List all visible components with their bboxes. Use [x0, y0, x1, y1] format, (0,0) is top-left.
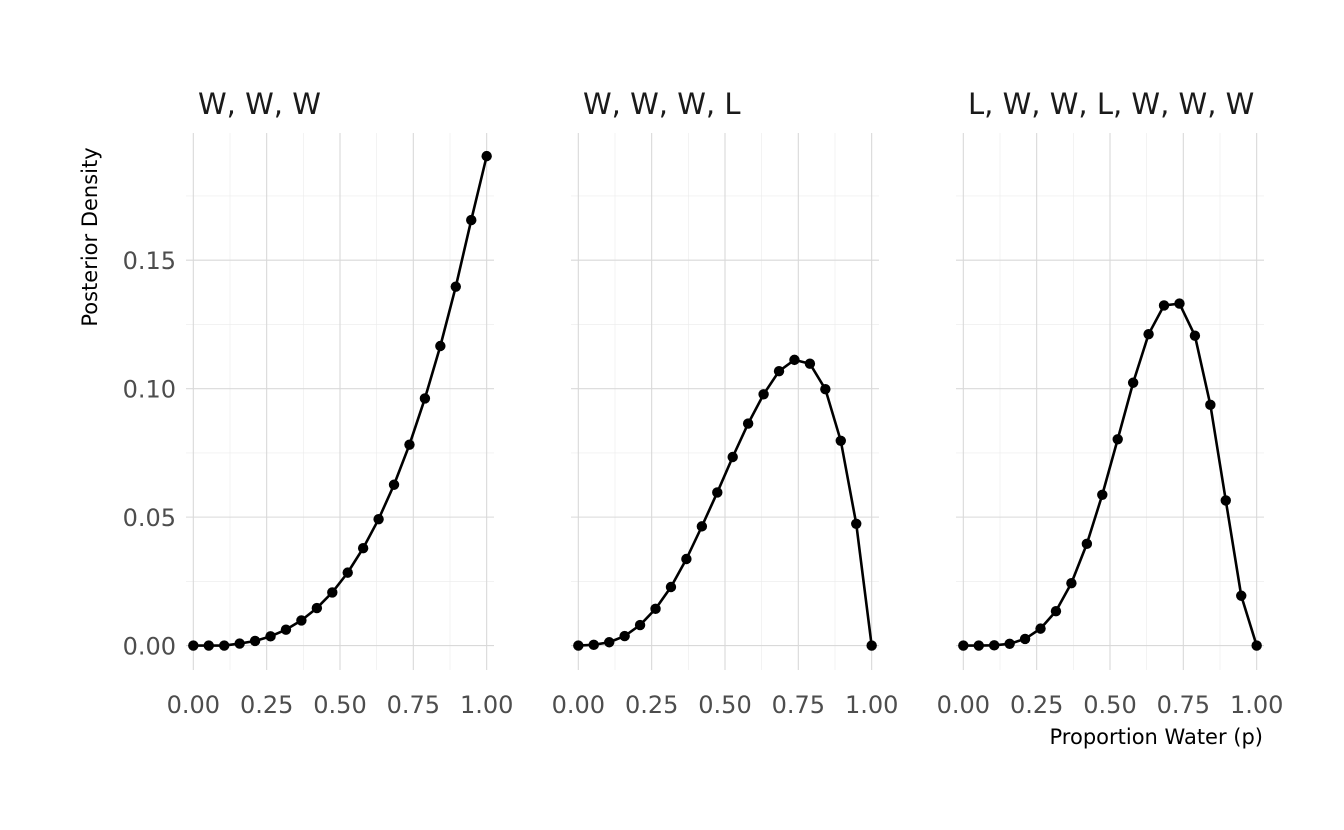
data-point — [773, 365, 785, 377]
data-point — [249, 635, 261, 647]
data-point — [1143, 328, 1154, 340]
data-point — [742, 418, 754, 429]
x-tick-label: 0.25 — [1010, 691, 1063, 719]
data-point — [357, 543, 369, 554]
data-point — [327, 587, 338, 598]
y-tick-labels: 0.00 0.05 0.10 0.15 — [123, 247, 176, 660]
x-tick-labels: 0.00 0.25 0.50 0.75 1.00 — [552, 691, 899, 719]
data-point — [1097, 489, 1108, 500]
x-tick-label: 0.25 — [240, 691, 293, 719]
x-tick-label: 1.00 — [1230, 691, 1283, 719]
data-point — [265, 631, 276, 642]
data-point — [388, 479, 400, 490]
data-point — [481, 150, 492, 162]
data-point — [203, 640, 214, 651]
data-point — [804, 358, 816, 369]
facet-panel-l-w-w-l-w-w-w: 0.00 0.25 0.50 0.75 1.00 L, W, W, L, W, W, W — [937, 87, 1284, 719]
x-tick-label: 0.50 — [698, 691, 751, 719]
data-point — [835, 435, 846, 447]
data-point — [280, 624, 292, 635]
y-axis-title: Posterior Density — [78, 147, 102, 326]
data-point — [342, 567, 353, 578]
data-point — [634, 619, 646, 631]
y-tick-label: 0.15 — [123, 247, 176, 275]
x-tick-label: 0.25 — [625, 691, 678, 719]
data-point — [851, 518, 862, 529]
data-point — [650, 603, 661, 615]
data-point — [727, 451, 738, 463]
panel-title: L, W, W, L, W, W, W — [968, 87, 1254, 121]
data-point — [188, 640, 199, 651]
y-tick-label: 0.10 — [123, 376, 176, 404]
data-point — [573, 640, 584, 651]
x-tick-labels: 0.00 0.25 0.50 0.75 1.00 — [937, 691, 1284, 719]
x-tick-label: 0.75 — [1157, 691, 1210, 719]
data-point — [712, 487, 723, 498]
panel-gridlines — [956, 133, 1264, 670]
data-point — [1236, 590, 1247, 601]
x-tick-label: 1.00 — [845, 691, 898, 719]
data-point — [1127, 377, 1139, 388]
x-tick-label: 0.00 — [937, 691, 990, 719]
x-tick-labels: 0.00 0.25 0.50 0.75 1.00 — [167, 691, 514, 719]
data-point — [1019, 633, 1031, 645]
data-point — [1220, 495, 1231, 506]
y-tick-label: 0.05 — [123, 504, 176, 532]
panel-title: W, W, W, L — [583, 87, 741, 121]
panel-title: W, W, W — [198, 87, 321, 121]
data-point — [1205, 399, 1216, 411]
data-point — [973, 640, 984, 651]
data-point — [1050, 605, 1062, 617]
posterior-series — [573, 354, 877, 651]
data-point — [234, 638, 245, 649]
posterior-series — [958, 298, 1262, 651]
x-tick-label: 0.50 — [1083, 691, 1136, 719]
x-tick-label: 0.00 — [167, 691, 220, 719]
data-point — [958, 640, 969, 651]
data-point — [419, 393, 431, 404]
x-tick-label: 0.00 — [552, 691, 605, 719]
x-tick-label: 0.75 — [772, 691, 825, 719]
data-point — [1189, 330, 1201, 341]
data-point — [866, 640, 877, 651]
data-point — [1035, 623, 1046, 634]
data-point — [1081, 538, 1093, 550]
x-tick-label: 1.00 — [460, 691, 513, 719]
data-point — [1158, 300, 1170, 311]
data-point — [311, 602, 323, 614]
data-point — [989, 640, 1000, 651]
data-point — [820, 383, 831, 395]
data-point — [1251, 640, 1262, 651]
data-point — [1004, 638, 1015, 649]
data-point — [296, 615, 307, 626]
data-point — [758, 389, 769, 400]
data-point — [588, 639, 599, 651]
posterior-series — [188, 150, 492, 651]
x-tick-label: 0.75 — [387, 691, 440, 719]
data-point — [696, 521, 708, 532]
y-tick-label: 0.00 — [123, 633, 176, 661]
data-point — [681, 553, 692, 565]
data-point — [450, 281, 461, 292]
facet-panel-w-w-w: 0.00 0.25 0.50 0.75 1.00 W, W, W — [167, 87, 514, 719]
data-point — [1112, 434, 1123, 445]
data-point — [665, 581, 677, 593]
data-point — [373, 513, 384, 525]
data-point — [404, 439, 415, 450]
data-point — [466, 214, 477, 226]
facet-panel-w-w-w-l: 0.00 0.25 0.50 0.75 1.00 W, W, W, L — [552, 87, 899, 719]
data-point — [604, 637, 615, 648]
data-point — [435, 340, 446, 352]
data-point — [789, 354, 800, 366]
data-point — [619, 630, 630, 642]
data-point — [1066, 577, 1077, 589]
x-tick-label: 0.50 — [313, 691, 366, 719]
data-point — [1174, 298, 1185, 309]
data-point — [219, 640, 230, 651]
x-axis-title: Proportion Water (p) — [1050, 725, 1264, 749]
